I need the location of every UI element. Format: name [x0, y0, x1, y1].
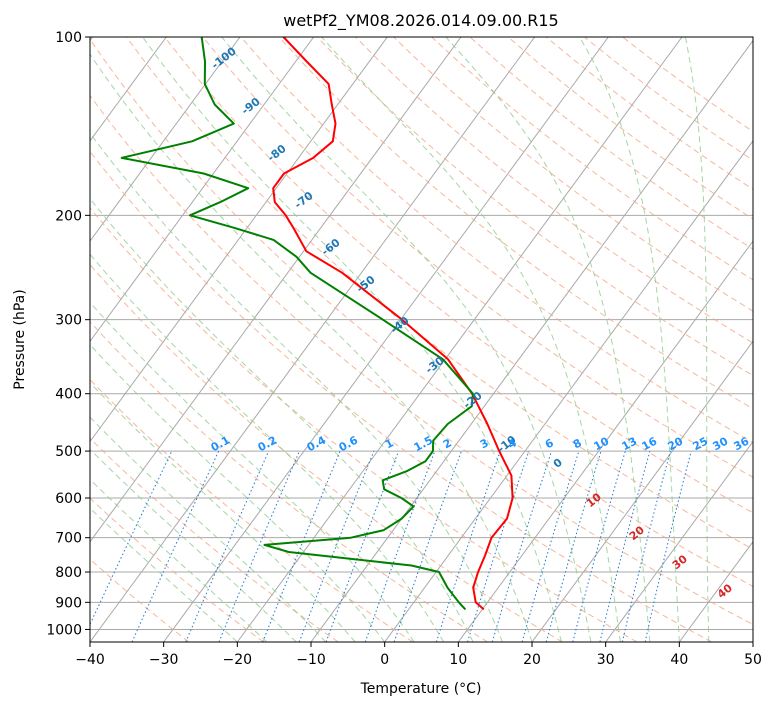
x-tick-label: 0 — [380, 652, 389, 668]
x-tick-label: 30 — [597, 652, 615, 668]
x-tick-label: 10 — [449, 652, 467, 668]
y-tick-label: 800 — [55, 565, 82, 581]
y-tick-label: 200 — [55, 208, 82, 224]
y-tick-label: 500 — [55, 444, 82, 460]
y-tick-label: 600 — [55, 491, 82, 507]
x-tick-label: −20 — [223, 652, 253, 668]
y-tick-label: 100 — [55, 30, 82, 46]
x-tick-label: 50 — [744, 652, 762, 668]
y-axis-label: Pressure (hPa) — [12, 289, 28, 389]
x-tick-label: −10 — [296, 652, 326, 668]
y-tick-label: 400 — [55, 387, 82, 403]
x-axis-label: Temperature (°C) — [360, 681, 482, 697]
x-tick-label: −40 — [75, 652, 105, 668]
x-tick-label: 40 — [670, 652, 688, 668]
y-tick-label: 1000 — [46, 622, 82, 638]
y-tick-label: 700 — [55, 531, 82, 547]
y-tick-label: 300 — [55, 313, 82, 329]
y-tick-label: 900 — [55, 595, 82, 611]
x-tick-label: −30 — [149, 652, 179, 668]
x-tick-label: 20 — [523, 652, 541, 668]
chart-title: wetPf2_YM08.2026.014.09.00.R15 — [283, 11, 558, 31]
